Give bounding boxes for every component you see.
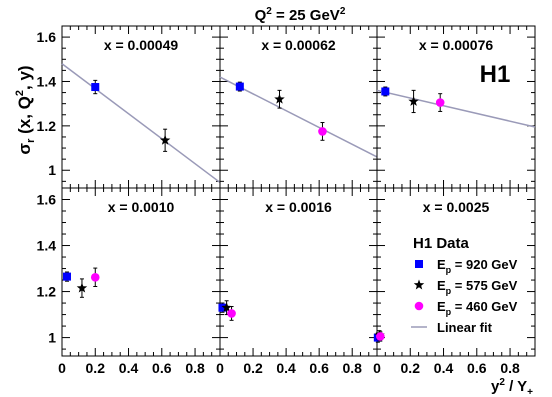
fit-line <box>376 89 536 128</box>
data-point-575 <box>408 95 419 106</box>
y-axis-label: σr (x, Q2, y) <box>14 65 37 154</box>
legend-label: Ep = 575 GeV <box>437 278 518 296</box>
x-tick-label: 0.4 <box>434 360 454 376</box>
y-tick-label: 1.6 <box>37 192 57 208</box>
data-point-575 <box>274 93 285 104</box>
legend-entry: Ep = 920 GeV <box>415 257 518 275</box>
panel-label: x = 0.0016 <box>265 199 332 215</box>
panel-frame <box>376 187 536 357</box>
panel-3: x = 0.00076 <box>376 25 536 189</box>
y-tick-label: 1.4 <box>37 73 57 89</box>
fit-line <box>219 76 378 158</box>
data-point-460 <box>376 332 385 341</box>
y-tick-label: 1.2 <box>37 118 57 134</box>
data-point-920 <box>91 83 100 92</box>
panel-label: x = 0.00076 <box>419 37 494 53</box>
panel-label: x = 0.00062 <box>261 37 336 53</box>
legend-entry: Ep = 575 GeV <box>413 278 518 296</box>
y-tick-label: 1.4 <box>37 238 57 254</box>
data-point-920 <box>218 303 227 312</box>
h1-label: H1 <box>480 61 511 88</box>
x-tick-label: 0.8 <box>185 360 205 376</box>
panel-label: x = 0.0025 <box>423 199 490 215</box>
x-tick-label: 0.8 <box>500 360 520 376</box>
panel-label: x = 0.00049 <box>104 37 179 53</box>
x-tick-label: 0.6 <box>467 360 487 376</box>
x-tick-label: 0.8 <box>342 360 362 376</box>
legend-label: Linear fit <box>437 320 493 335</box>
x-tick-label: 0.4 <box>276 360 296 376</box>
legend-circle-swatch <box>414 301 424 311</box>
y-tick-label: 1 <box>48 162 56 178</box>
x-tick-label: 0.6 <box>152 360 172 376</box>
x-tick-label: 0 <box>58 360 66 376</box>
chart-header: Q2 = 25 GeV2 <box>255 6 346 24</box>
data-point-460 <box>227 309 236 318</box>
data-point-460 <box>90 272 100 282</box>
legend-entries: Ep = 920 GeV Ep = 575 GeV Ep = 460 GeV Line… <box>411 257 518 335</box>
y-tick-label: 1.2 <box>37 284 57 300</box>
x-tick-label: 0.2 <box>243 360 263 376</box>
data-point-575 <box>221 302 232 313</box>
panel-5: 0 0.2 0.4 0.6 0.8 x = 0.0016 <box>216 187 378 376</box>
x-tick-label: 0.6 <box>309 360 329 376</box>
fit-line <box>61 63 221 184</box>
panel-label: x = 0.0010 <box>108 199 175 215</box>
legend-star-swatch <box>413 279 425 290</box>
y-tick-label: 1.6 <box>37 29 57 45</box>
panel-4: 1 1.2 1.4 1.6 0 0.2 0.4 0.6 0.8 x = 0.0010 <box>37 187 221 376</box>
legend-label: Ep = 460 GeV <box>437 299 518 317</box>
panel-2: x = 0.00062 <box>219 25 378 189</box>
panel-1: 1 1.2 1.4 1.6 x = 0.00049 <box>37 25 221 189</box>
panels-group: 1 1.2 1.4 1.6 x = 0.00049 x = 0.00062 x = 0.00… <box>37 25 536 376</box>
data-point-460 <box>318 127 327 136</box>
data-point-920 <box>235 82 244 91</box>
legend-label: Ep = 920 GeV <box>437 257 518 275</box>
legend: H1 Data Ep = 920 GeV Ep = 575 GeV Ep = 460… <box>411 235 518 335</box>
data-point-920 <box>381 87 390 96</box>
x-tick-label: 0.2 <box>86 360 106 376</box>
data-point-920 <box>62 272 71 281</box>
legend-square-swatch <box>415 260 423 268</box>
data-point-460 <box>435 98 445 107</box>
x-tick-label: 0.4 <box>119 360 139 376</box>
x-tick-label: 0 <box>373 360 381 376</box>
data-point-575 <box>159 134 171 145</box>
data-point-575 <box>76 282 88 293</box>
x-tick-label: 0 <box>216 360 224 376</box>
legend-title: H1 Data <box>413 235 470 252</box>
y-tick-label: 1 <box>48 330 56 346</box>
x-axis-label: y2 / Y+ <box>491 377 533 397</box>
legend-entry: Linear fit <box>411 320 493 335</box>
x-tick-label: 0.2 <box>401 360 421 376</box>
panel-6: 0 0.2 0.4 0.6 0.8 x = 0.0025 <box>373 187 536 376</box>
legend-entry: Ep = 460 GeV <box>414 299 518 317</box>
